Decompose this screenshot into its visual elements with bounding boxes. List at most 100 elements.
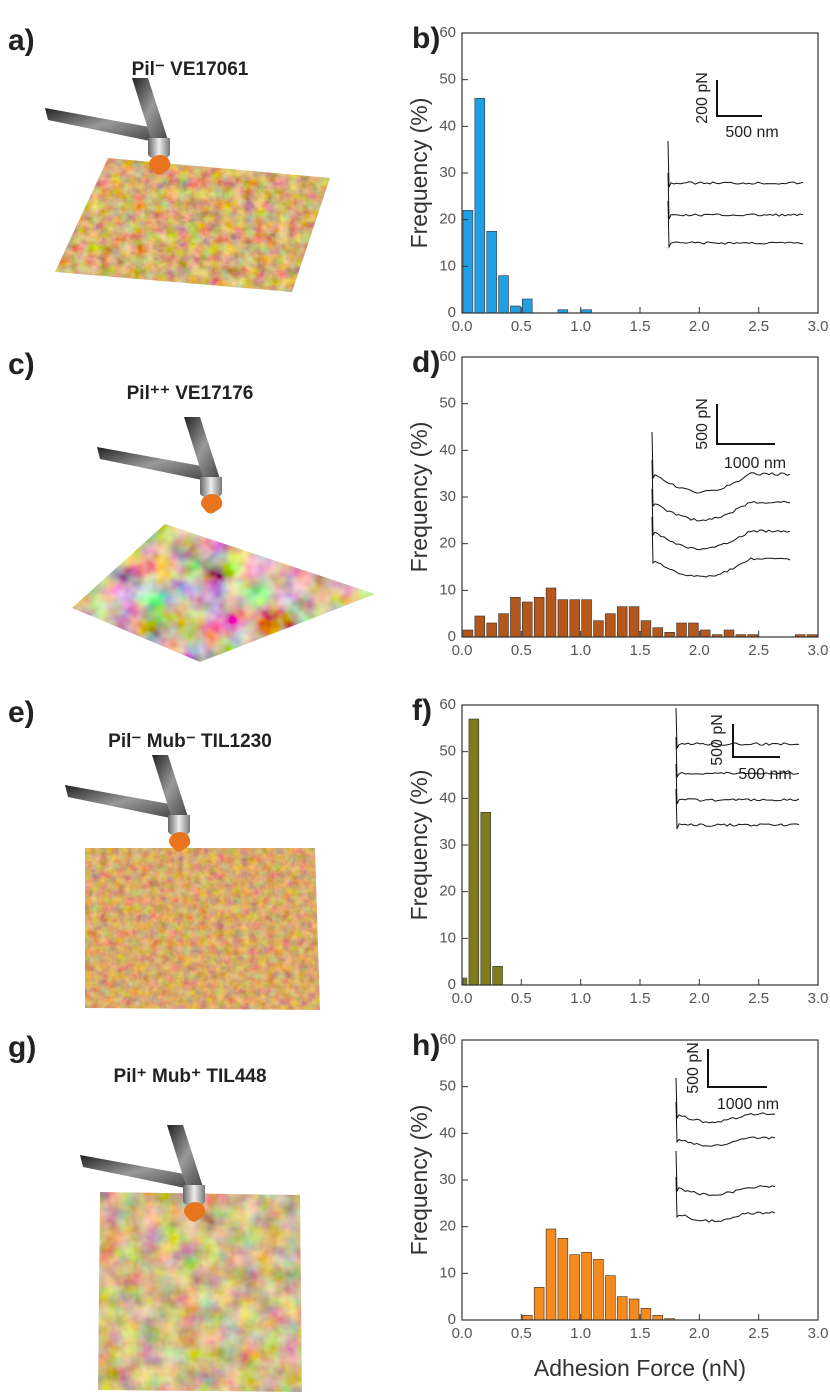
bar <box>724 630 734 637</box>
y-tick-label: 40 <box>439 789 456 806</box>
x-tick-label: 3.0 <box>808 642 829 659</box>
x-tick-label: 3.0 <box>808 318 829 335</box>
cantilever <box>97 447 207 481</box>
bar <box>481 812 491 985</box>
bar <box>493 966 503 985</box>
panel-label: e) <box>8 696 35 729</box>
y-tick-label: 60 <box>439 696 456 713</box>
y-tick-label: 20 <box>439 883 456 900</box>
bar <box>641 1308 651 1320</box>
chart: b)Frequency (%)01020304050600.00.51.01.5… <box>406 22 828 335</box>
bar <box>629 607 639 637</box>
x-tick-label: 0.5 <box>511 642 532 659</box>
bar <box>534 1287 544 1320</box>
cantilever <box>80 1155 190 1189</box>
bar <box>463 210 473 313</box>
scale-distance: 500 nm <box>738 766 791 783</box>
bar <box>522 602 532 637</box>
bar <box>570 600 580 637</box>
force-curve <box>676 1177 775 1222</box>
bar <box>463 630 473 637</box>
afm-surface <box>40 140 390 400</box>
bar <box>629 1299 639 1320</box>
x-tick-label: 0.5 <box>511 990 532 1007</box>
x-tick-label: 1.5 <box>630 318 651 335</box>
force-curve <box>676 708 799 748</box>
force-curve <box>652 517 790 577</box>
cantilever <box>45 108 155 142</box>
x-tick-label: 2.5 <box>748 1325 769 1342</box>
bar <box>594 1259 604 1320</box>
force-curve <box>668 201 803 247</box>
scale-force: 200 pN <box>694 72 711 124</box>
y-tick-label: 10 <box>439 257 456 274</box>
y-tick-label: 50 <box>439 743 456 760</box>
y-tick-label: 60 <box>439 24 456 41</box>
bar <box>688 623 698 637</box>
scale-force: 500 pN <box>709 714 726 766</box>
panel-label: c) <box>8 348 35 381</box>
x-tick-label: 2.5 <box>748 990 769 1007</box>
bar <box>570 1255 580 1320</box>
scale-distance: 1000 nm <box>724 455 786 472</box>
bar <box>558 1238 568 1320</box>
figure: a)Pil⁻ VE17061c) Pil⁺⁺ VE17176 e) Pil⁻ Mub⁻… <box>0 0 830 1395</box>
x-tick-label: 3.0 <box>808 990 829 1007</box>
x-tick-label: 1.0 <box>570 1325 591 1342</box>
panel-label: g) <box>8 1031 36 1064</box>
afm-panel: c) Pil⁺⁺ VE17176 <box>8 348 390 724</box>
force-curve <box>668 173 803 219</box>
bar <box>582 1252 592 1320</box>
image-title: Pil⁻ Mub⁻ TIL1230 <box>108 731 272 752</box>
x-tick-label: 2.0 <box>689 990 710 1007</box>
x-tick-label: 0.0 <box>452 642 473 659</box>
y-tick-label: 20 <box>439 211 456 228</box>
y-tick-label: 50 <box>439 1078 456 1095</box>
y-tick-label: 20 <box>439 1218 456 1235</box>
y-tick-label: 10 <box>439 929 456 946</box>
bar <box>546 1229 556 1320</box>
x-tick-label: 1.0 <box>570 990 591 1007</box>
x-tick-label: 0.0 <box>452 990 473 1007</box>
bacterium <box>201 494 222 514</box>
y-tick-label: 10 <box>439 581 456 598</box>
bar <box>594 621 604 637</box>
scale-bar <box>717 404 775 444</box>
panel-label: d) <box>412 346 440 379</box>
afm-panel: e) Pil⁻ Mub⁻ TIL1230 <box>8 696 390 1072</box>
bar <box>582 600 592 637</box>
scale-force: 500 pN <box>694 398 711 450</box>
x-tick-label: 1.5 <box>630 990 651 1007</box>
y-axis-label: Frequency (%) <box>406 98 432 249</box>
x-tick-label: 2.0 <box>689 642 710 659</box>
x-tick-label: 2.0 <box>689 318 710 335</box>
bar <box>475 98 485 313</box>
afm-surface <box>40 812 390 1072</box>
y-tick-label: 10 <box>439 1264 456 1281</box>
y-tick-label: 30 <box>439 164 456 181</box>
bar <box>469 719 479 985</box>
bar <box>605 1276 615 1320</box>
x-tick-label: 1.0 <box>570 318 591 335</box>
afm-panel: a)Pil⁻ VE17061 <box>8 24 390 400</box>
bar <box>653 1315 663 1320</box>
y-tick-label: 20 <box>439 535 456 552</box>
y-tick-label: 50 <box>439 71 456 88</box>
force-curve <box>668 141 803 187</box>
bar <box>617 607 627 637</box>
y-axis-label: Frequency (%) <box>406 1105 432 1256</box>
y-tick-label: 40 <box>439 441 456 458</box>
bar <box>558 600 568 637</box>
bar <box>510 597 520 637</box>
bar <box>487 623 497 637</box>
force-curve <box>676 1151 775 1196</box>
force-curve <box>652 489 790 550</box>
y-tick-label: 40 <box>439 117 456 134</box>
image-title: Pil⁺⁺ VE17176 <box>127 383 254 404</box>
panel-label: f) <box>412 694 432 727</box>
plot-frame <box>462 705 818 985</box>
bar <box>499 276 509 313</box>
cantilever <box>65 785 175 819</box>
